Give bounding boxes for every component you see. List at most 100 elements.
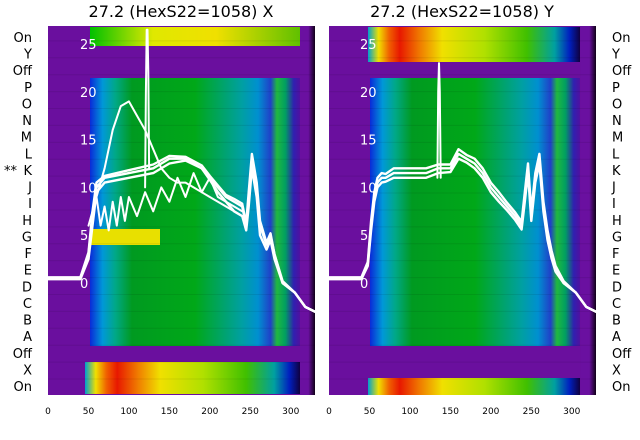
row-label: M (612, 131, 623, 146)
heatmap-band-body (90, 78, 300, 346)
x-tick-label: 300 (563, 407, 580, 417)
heatmap-panel-y (327, 26, 598, 395)
row-label: Y (23, 48, 32, 63)
heatmap-edge-shade (581, 26, 596, 395)
row-label: C (612, 297, 621, 312)
row-label: K (612, 164, 621, 179)
row-label: Off (612, 347, 632, 362)
chart-title-x: 27.2 (HexS22=1058) X (89, 2, 274, 21)
row-marker: ** (4, 164, 18, 179)
row-label: P (612, 81, 620, 96)
row-label: J (27, 181, 32, 196)
row-label: F (612, 247, 619, 262)
row-label: On (612, 31, 630, 46)
row-label: L (612, 147, 620, 162)
row-label: H (612, 214, 622, 229)
row-label: D (612, 280, 622, 295)
x-tick-label: 200 (482, 407, 499, 417)
row-label: N (612, 114, 622, 129)
trace-line (87, 100, 244, 227)
x-tick-label: 150 (161, 407, 178, 417)
y-tick-labels-x: 25 20 15 10 5 0 (80, 38, 97, 292)
x-tick-label: 0 (45, 407, 51, 417)
row-label: J (611, 181, 616, 196)
row-label: P (24, 81, 32, 96)
y-tick-label: 25 (360, 38, 377, 53)
trace-group-y (327, 62, 598, 313)
trace-line (327, 157, 598, 313)
row-label: F (25, 247, 32, 262)
heatmap-band-top (90, 27, 300, 46)
row-label: L (25, 147, 33, 162)
row-label: Off (13, 64, 33, 79)
row-label: On (14, 31, 32, 46)
row-label: Off (13, 347, 33, 362)
row-label: On (14, 380, 32, 395)
row-label: Y (611, 48, 620, 63)
y-tick-label: 0 (360, 277, 368, 292)
x-tick-label: 100 (401, 407, 418, 417)
row-label: O (22, 97, 32, 112)
y-tick-label: 10 (360, 181, 377, 196)
y-tick-label: 25 (80, 38, 97, 53)
heatmap-panel-x (46, 26, 317, 395)
y-tick-label: 15 (360, 134, 377, 149)
x-tick-label: 250 (523, 407, 540, 417)
y-tick-label: 20 (80, 86, 97, 101)
row-label: E (612, 264, 620, 279)
x-tick-label: 50 (364, 407, 376, 417)
row-label: I (612, 197, 616, 212)
trace-line (144, 28, 151, 189)
row-label: G (612, 230, 622, 245)
row-label: M (21, 131, 32, 146)
row-label: N (22, 114, 32, 129)
row-label: A (612, 330, 621, 345)
y-tick-label: 10 (80, 181, 97, 196)
trace-line (91, 172, 244, 232)
heatmap-lane-lines (48, 40, 315, 380)
heatmap-band-body (370, 78, 580, 346)
row-label: B (612, 314, 621, 329)
row-label: B (23, 314, 32, 329)
x-tick-label: 300 (282, 407, 299, 417)
row-label: O (612, 97, 622, 112)
y-tick-label: 20 (360, 86, 377, 101)
trace-line (327, 148, 598, 313)
y-tick-label: 0 (80, 277, 88, 292)
x-tick-label: 250 (242, 407, 259, 417)
row-label: X (612, 363, 621, 378)
x-tick-label: 0 (326, 407, 332, 417)
trace-group-x (46, 28, 317, 313)
row-label: D (22, 280, 32, 295)
heatmap-band-bottom (368, 378, 580, 395)
row-label: H (22, 214, 32, 229)
x-tick-label: 200 (201, 407, 218, 417)
row-label: C (23, 297, 32, 312)
row-label: A (23, 330, 32, 345)
heatmap-edge-shade (300, 26, 315, 395)
x-tick-label: 50 (83, 407, 95, 417)
row-label: On (612, 380, 630, 395)
y-tick-label: 15 (80, 134, 97, 149)
x-tick-label: 150 (442, 407, 459, 417)
row-label: I (28, 197, 32, 212)
trace-line (436, 62, 442, 179)
y-tick-label: 5 (80, 229, 88, 244)
y-tick-labels-y: 25 20 15 10 5 0 (360, 38, 377, 292)
heatmap-band-bottom (85, 362, 300, 394)
y-tick-label: 5 (360, 229, 368, 244)
x-tick-labels-y: 0 50 100 150 200 250 300 (326, 407, 580, 417)
heatmap-band-top (368, 27, 580, 62)
x-tick-label: 100 (120, 407, 137, 417)
row-label: E (24, 264, 32, 279)
chart-title-y: 27.2 (HexS22=1058) Y (370, 2, 554, 21)
row-label: K (23, 164, 32, 179)
row-label: X (23, 363, 32, 378)
row-label: Off (612, 64, 632, 79)
x-tick-labels-x: 0 50 100 150 200 250 300 (45, 407, 299, 417)
row-label: G (22, 230, 32, 245)
heatmap-band-hot (90, 229, 160, 245)
